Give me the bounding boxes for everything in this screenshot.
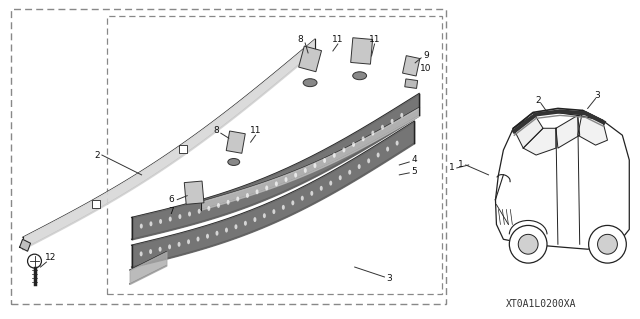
Ellipse shape bbox=[333, 153, 336, 158]
Ellipse shape bbox=[217, 203, 220, 208]
Ellipse shape bbox=[179, 214, 181, 219]
Ellipse shape bbox=[236, 197, 239, 202]
Ellipse shape bbox=[149, 249, 152, 254]
Ellipse shape bbox=[140, 224, 143, 229]
Ellipse shape bbox=[228, 159, 240, 166]
Ellipse shape bbox=[273, 209, 275, 214]
Text: 6: 6 bbox=[168, 195, 174, 204]
Ellipse shape bbox=[381, 125, 384, 130]
Ellipse shape bbox=[314, 163, 316, 168]
Text: XT0A1L0200XA: XT0A1L0200XA bbox=[506, 299, 576, 309]
Polygon shape bbox=[351, 38, 372, 64]
Polygon shape bbox=[578, 110, 607, 145]
Ellipse shape bbox=[400, 113, 403, 118]
Circle shape bbox=[589, 226, 627, 263]
Ellipse shape bbox=[150, 221, 152, 226]
Text: 2: 2 bbox=[535, 96, 541, 105]
Ellipse shape bbox=[159, 219, 162, 224]
Text: 1: 1 bbox=[458, 160, 463, 169]
Ellipse shape bbox=[188, 211, 191, 217]
Ellipse shape bbox=[362, 136, 365, 141]
Polygon shape bbox=[226, 131, 245, 153]
Ellipse shape bbox=[348, 170, 351, 175]
Ellipse shape bbox=[339, 175, 342, 180]
Text: 4: 4 bbox=[412, 155, 417, 165]
Text: 11: 11 bbox=[369, 34, 380, 44]
Text: 11: 11 bbox=[250, 126, 261, 135]
Ellipse shape bbox=[246, 193, 249, 198]
Polygon shape bbox=[403, 56, 420, 76]
Polygon shape bbox=[184, 181, 204, 204]
Ellipse shape bbox=[263, 213, 266, 218]
Ellipse shape bbox=[255, 189, 259, 194]
Text: 7: 7 bbox=[168, 207, 174, 216]
Ellipse shape bbox=[329, 181, 332, 186]
Text: 10: 10 bbox=[420, 64, 432, 73]
Text: 9: 9 bbox=[423, 51, 429, 60]
Polygon shape bbox=[524, 128, 556, 155]
Ellipse shape bbox=[396, 141, 399, 145]
Ellipse shape bbox=[282, 205, 285, 210]
Text: 5: 5 bbox=[412, 167, 417, 176]
Text: 3: 3 bbox=[595, 91, 600, 100]
Ellipse shape bbox=[227, 200, 230, 205]
Ellipse shape bbox=[386, 147, 389, 152]
Ellipse shape bbox=[323, 158, 326, 163]
Circle shape bbox=[518, 234, 538, 254]
Ellipse shape bbox=[196, 237, 200, 241]
Ellipse shape bbox=[310, 191, 313, 196]
Text: 8: 8 bbox=[298, 34, 303, 44]
Ellipse shape bbox=[225, 228, 228, 233]
Circle shape bbox=[509, 226, 547, 263]
Bar bbox=[179, 145, 188, 153]
Bar bbox=[92, 200, 100, 208]
Polygon shape bbox=[299, 46, 321, 72]
Ellipse shape bbox=[303, 79, 317, 87]
Ellipse shape bbox=[320, 186, 323, 191]
Ellipse shape bbox=[371, 130, 374, 136]
Ellipse shape bbox=[244, 221, 247, 226]
Ellipse shape bbox=[390, 119, 394, 124]
Ellipse shape bbox=[168, 244, 171, 249]
Ellipse shape bbox=[342, 147, 346, 152]
Circle shape bbox=[598, 234, 618, 254]
Ellipse shape bbox=[301, 196, 304, 201]
Text: 11: 11 bbox=[332, 34, 344, 44]
Ellipse shape bbox=[159, 247, 161, 252]
Ellipse shape bbox=[206, 234, 209, 239]
Text: 1: 1 bbox=[449, 163, 454, 173]
Ellipse shape bbox=[253, 217, 257, 222]
Text: 8: 8 bbox=[213, 126, 219, 135]
Ellipse shape bbox=[216, 231, 218, 236]
Ellipse shape bbox=[291, 200, 294, 205]
Text: 3: 3 bbox=[387, 274, 392, 284]
Polygon shape bbox=[404, 79, 418, 88]
Ellipse shape bbox=[187, 239, 190, 244]
Ellipse shape bbox=[275, 182, 278, 186]
Ellipse shape bbox=[358, 164, 361, 169]
Ellipse shape bbox=[285, 177, 287, 182]
Ellipse shape bbox=[294, 173, 297, 178]
Ellipse shape bbox=[140, 251, 143, 256]
Polygon shape bbox=[556, 115, 580, 148]
Bar bbox=[107, 16, 442, 294]
Ellipse shape bbox=[265, 185, 268, 190]
Ellipse shape bbox=[304, 168, 307, 173]
Ellipse shape bbox=[352, 142, 355, 147]
Ellipse shape bbox=[207, 206, 211, 211]
Ellipse shape bbox=[169, 217, 172, 221]
Polygon shape bbox=[513, 112, 543, 148]
Text: 12: 12 bbox=[45, 253, 56, 262]
Circle shape bbox=[28, 254, 42, 268]
Bar bbox=[11, 9, 446, 304]
Ellipse shape bbox=[353, 72, 367, 80]
Ellipse shape bbox=[377, 152, 380, 158]
Ellipse shape bbox=[234, 224, 237, 229]
Ellipse shape bbox=[367, 158, 370, 163]
Text: 2: 2 bbox=[94, 151, 100, 160]
Polygon shape bbox=[20, 239, 31, 251]
Ellipse shape bbox=[198, 209, 201, 214]
Ellipse shape bbox=[177, 242, 180, 247]
